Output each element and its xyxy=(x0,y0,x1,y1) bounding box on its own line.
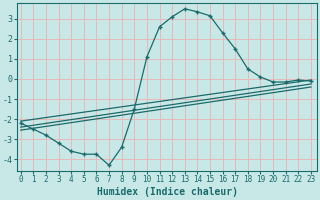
X-axis label: Humidex (Indice chaleur): Humidex (Indice chaleur) xyxy=(97,187,237,197)
